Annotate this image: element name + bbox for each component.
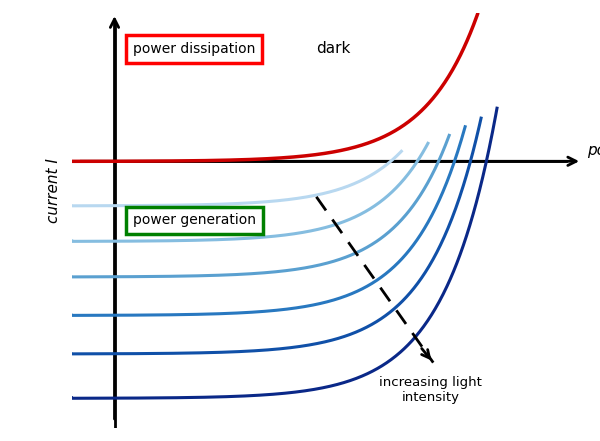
Text: potential E: potential E	[587, 143, 600, 158]
Text: dark: dark	[316, 41, 351, 56]
Text: power generation: power generation	[133, 213, 256, 228]
Text: increasing light
intensity: increasing light intensity	[379, 376, 482, 404]
Text: current I: current I	[46, 158, 61, 223]
Text: power dissipation: power dissipation	[133, 42, 256, 56]
